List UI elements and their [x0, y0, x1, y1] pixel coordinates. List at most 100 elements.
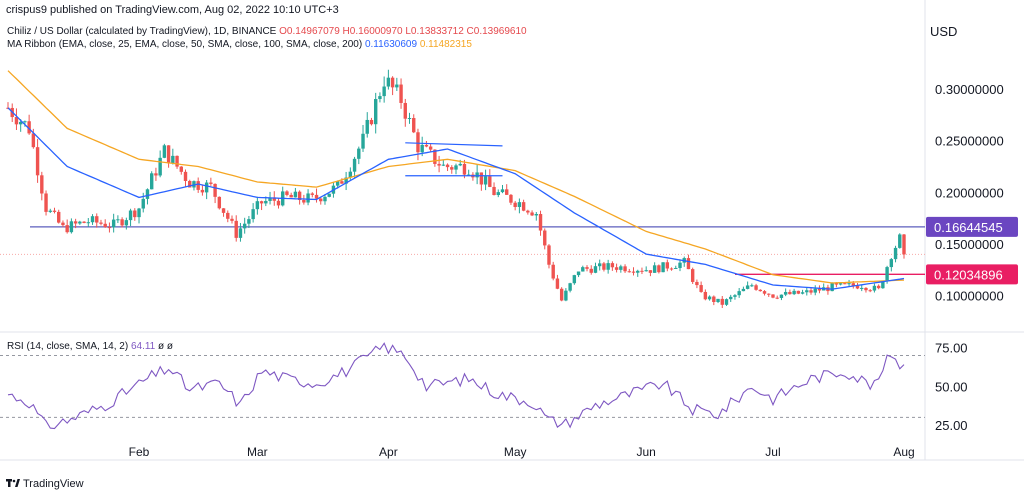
rsi-axis: 75.00 50.00 25.00 — [0, 341, 968, 433]
price-tick-label: 0.10000000 — [935, 288, 1004, 303]
candle-body — [272, 197, 276, 201]
candle-body — [348, 171, 353, 178]
candle-body — [82, 221, 86, 223]
candle-body — [733, 295, 737, 297]
candle-body — [390, 77, 395, 88]
candle-body — [175, 155, 179, 167]
candle-body — [416, 132, 420, 153]
candle-body — [247, 219, 251, 224]
candle-body — [437, 163, 441, 166]
x-tick-label: Aug — [893, 445, 914, 459]
candle-body — [462, 163, 467, 175]
candle-body — [242, 223, 247, 229]
candle-body — [602, 263, 606, 270]
candle-body — [204, 182, 209, 193]
candle-body — [128, 210, 133, 221]
candle-body — [475, 172, 479, 178]
candle-body — [614, 267, 619, 270]
candle-body — [496, 192, 500, 196]
candle-body — [538, 214, 543, 231]
candle-body — [213, 183, 217, 197]
ma-ribbon — [7, 70, 905, 290]
candle-body — [192, 181, 196, 188]
channel-upper — [405, 142, 503, 147]
candle-body — [551, 264, 555, 279]
candle-body — [137, 208, 141, 218]
candle-body — [686, 258, 691, 270]
candle-body — [881, 281, 885, 289]
candle-body — [517, 202, 522, 207]
candle-body — [111, 219, 116, 228]
candle-body — [771, 294, 775, 298]
candle-body — [898, 234, 902, 248]
candle-body — [652, 265, 657, 273]
candle-body — [830, 283, 834, 292]
candle-body — [395, 84, 399, 88]
candle-body — [40, 175, 44, 194]
symbol-legend: Chiliz / US Dollar (calculated by Tradin… — [7, 26, 527, 38]
candle-body — [872, 285, 877, 291]
candle-body — [627, 271, 631, 273]
candle-body — [644, 270, 648, 272]
candle-body — [340, 181, 344, 184]
support-price-tag-label: 0.12034896 — [934, 267, 1003, 282]
candle-body — [657, 265, 661, 273]
candle-body — [327, 193, 331, 197]
candle-body — [403, 102, 407, 119]
candle-body — [319, 198, 323, 202]
candle-body — [534, 214, 539, 216]
drawn-channel — [405, 142, 503, 177]
candle-body — [788, 291, 792, 295]
support-price-tag-bg — [926, 264, 1018, 285]
candle-body — [805, 290, 809, 293]
candle-body — [133, 210, 137, 218]
candle-body — [674, 267, 678, 269]
candle-body — [619, 266, 623, 270]
candle-body — [78, 221, 82, 224]
x-tick-label: Feb — [129, 445, 150, 459]
candle-body — [699, 285, 703, 292]
candle-body — [695, 281, 699, 286]
candle-body — [479, 172, 484, 185]
rsi-series — [7, 342, 905, 430]
candle-body — [876, 285, 881, 289]
candle-body — [796, 290, 801, 294]
candle-body — [526, 210, 530, 213]
candle-body — [188, 180, 192, 188]
candle-body — [57, 211, 61, 223]
candle-body — [623, 266, 627, 272]
candle-body — [95, 216, 99, 223]
candle-body — [306, 193, 310, 203]
candle-body — [335, 181, 340, 186]
ema-fast-line — [7, 107, 905, 290]
candle-body — [745, 285, 750, 289]
candle-body — [48, 210, 52, 212]
candle-body — [712, 296, 716, 302]
candle-body — [817, 288, 822, 291]
price-tick-label: 0.15000000 — [935, 237, 1004, 252]
price-tick-label: 0.25000000 — [935, 134, 1004, 149]
candle-body — [302, 200, 306, 203]
candle-body — [18, 121, 23, 125]
candle-body — [365, 119, 369, 134]
candle-body — [678, 262, 682, 268]
rsi-extra: ø ø — [158, 341, 174, 352]
candle-body — [885, 267, 889, 282]
candle-body — [661, 262, 665, 273]
candle-body — [35, 147, 40, 176]
candle-body — [221, 208, 226, 213]
candle-body — [251, 209, 255, 220]
candle-body — [855, 285, 860, 289]
candle-body — [289, 194, 293, 198]
candle-body — [99, 222, 103, 224]
x-tick-label: Apr — [379, 445, 398, 459]
candle-body — [864, 287, 868, 291]
candle-body — [31, 133, 36, 148]
candle-body — [843, 283, 847, 285]
candle-body — [14, 117, 19, 125]
candle-body — [234, 220, 238, 238]
candle-body — [116, 219, 120, 221]
candle-body — [450, 167, 454, 170]
candle-body — [454, 165, 458, 170]
